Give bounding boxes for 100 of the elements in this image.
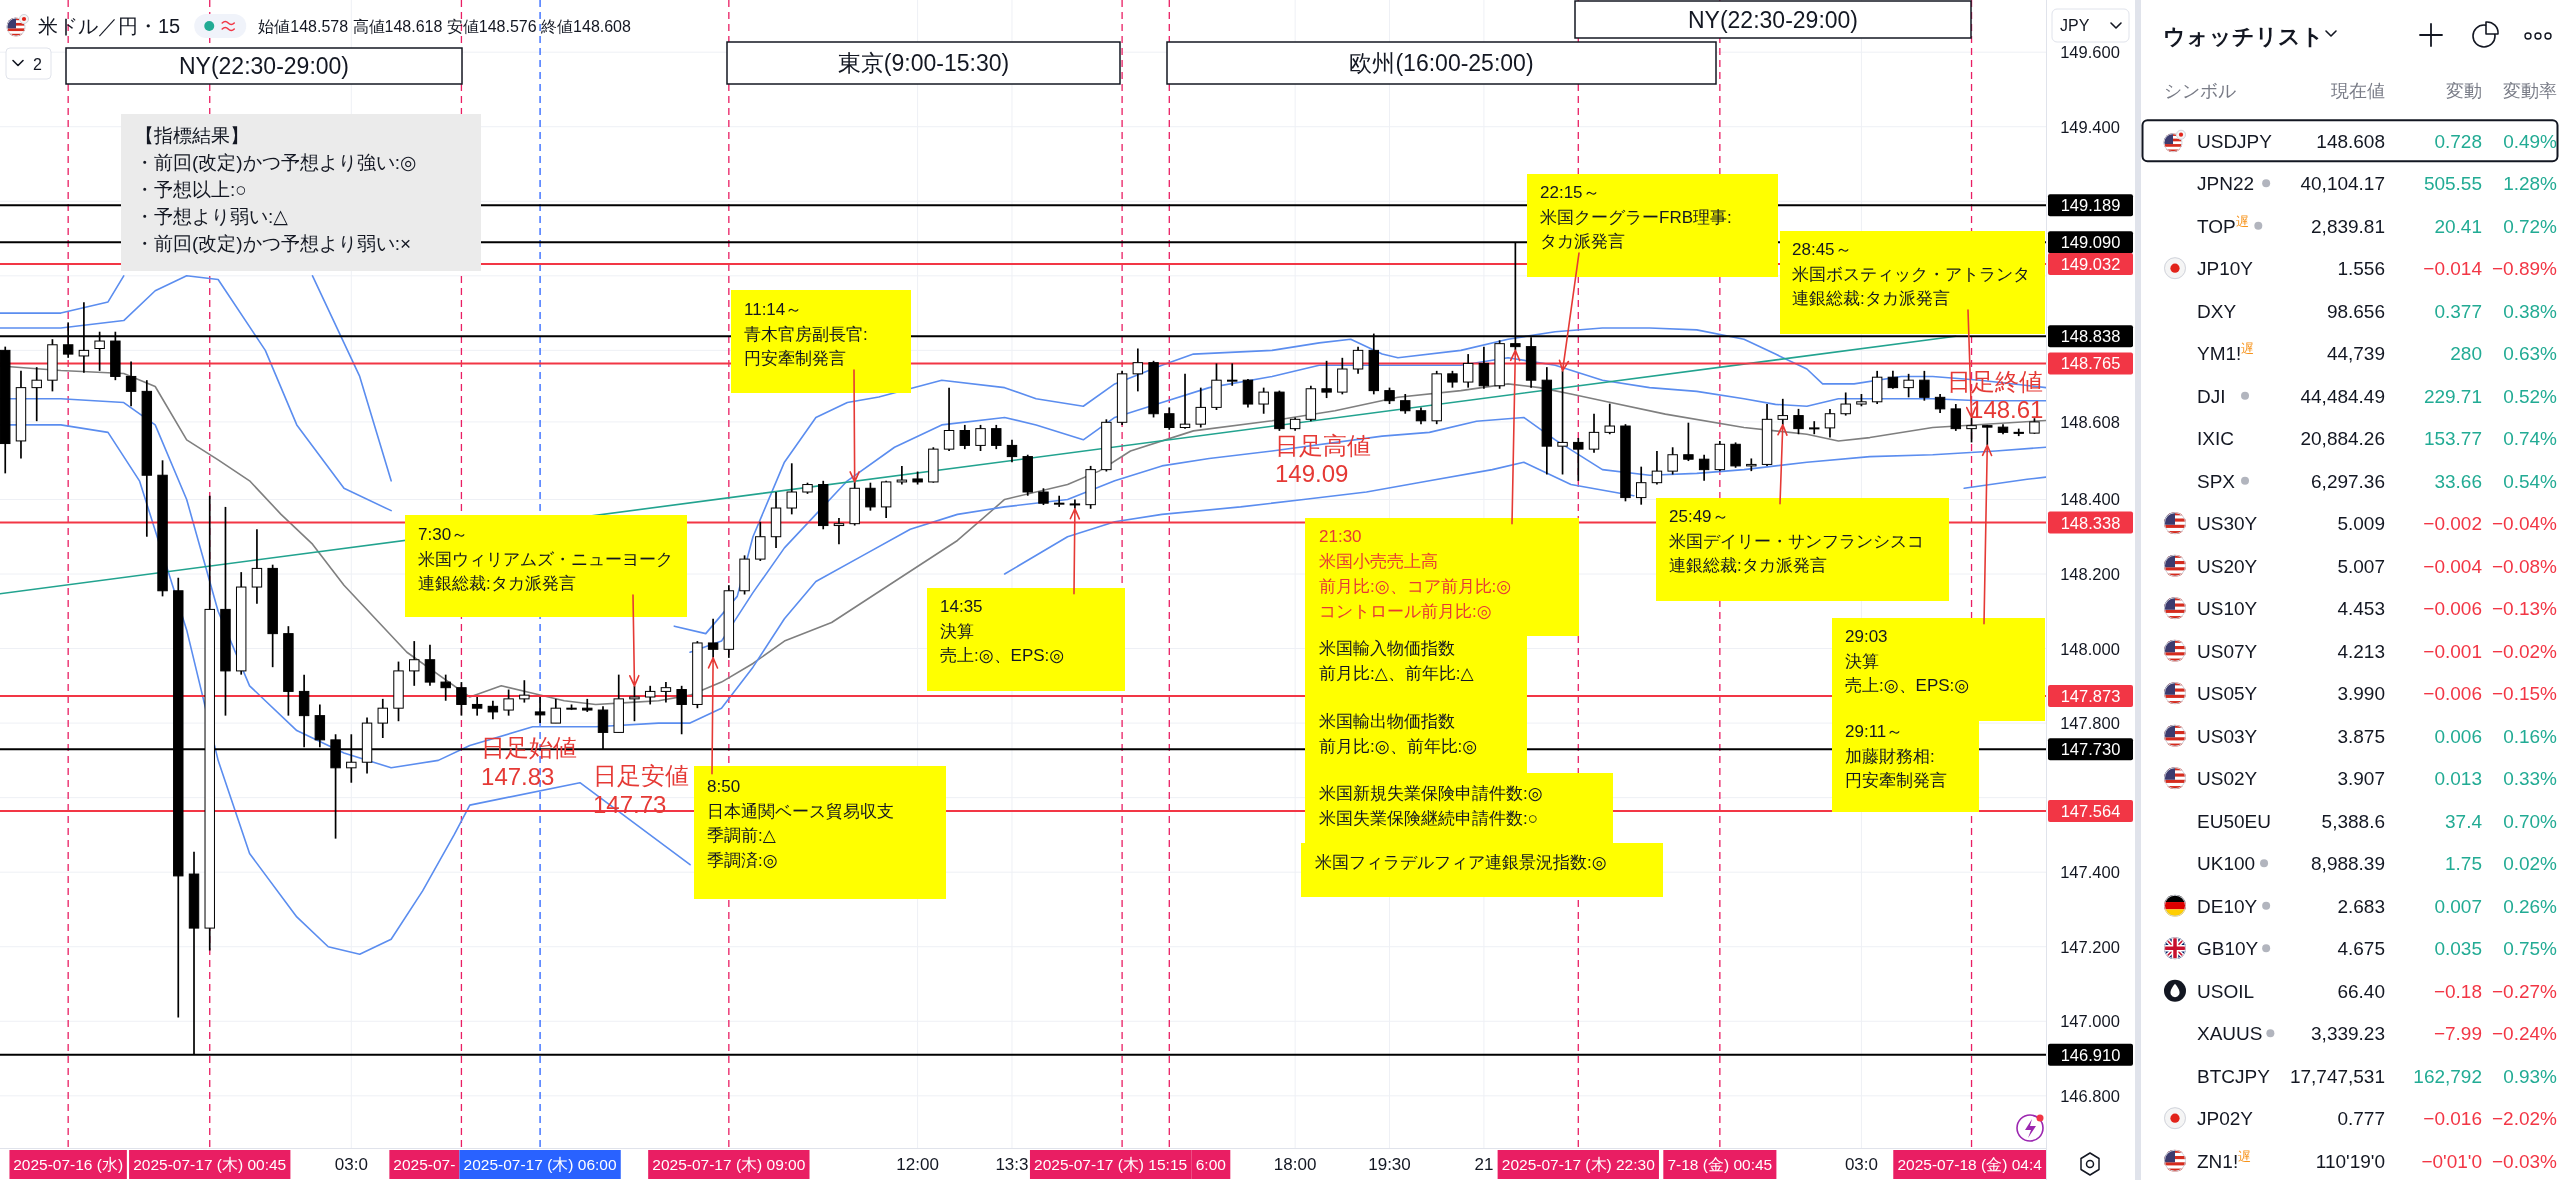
category-label: GB10Y (2197, 938, 2259, 960)
annotation: 7:30～米国ウィリアムズ・ニューヨーク連銀総裁:タカ派発言 (418, 525, 673, 593)
candlestick (440, 673, 451, 702)
data-label: 20,884.26 (2300, 428, 2385, 450)
ref-line-label: 149.189 (2060, 196, 2121, 215)
y-tick-label: 147.800 (2060, 714, 2120, 733)
data-label: 0.93% (2503, 1065, 2558, 1087)
data-label: −0'01'0 (2421, 1150, 2482, 1172)
ref-line-label: 2025-07- (393, 1156, 456, 1173)
annotation: 【指標結果】・前回(改定)かつ予想より強い:◎・予想以上:○・予想より弱い:△・前回(改定)かつ予想より弱い:× (135, 125, 417, 254)
candlestick (1950, 403, 1962, 432)
text: 現在値 (2331, 81, 2385, 101)
y-tick-label: 148.200 (2060, 565, 2120, 583)
ref-line-label: 148.338 (2060, 513, 2121, 532)
candlestick (1683, 421, 1694, 462)
candlestick (991, 424, 1002, 450)
candlestick (503, 688, 514, 717)
ref-line-label: 2025-07-17 (木) 15:15 (1034, 1156, 1188, 1173)
data-label: −0.02% (2492, 640, 2558, 662)
data-label: 98.656 (2326, 300, 2385, 322)
annotation: 29:03決算売上:◎、EPS:◎ (1845, 627, 1970, 695)
annotation: 29:11～加藤財務相:円安牽制発言 (1845, 722, 1947, 790)
data-label: 40,104.17 (2300, 173, 2385, 195)
category-label: XAUUS (2197, 1023, 2263, 1045)
candlestick (1337, 356, 1348, 396)
candlestick (1053, 494, 1065, 508)
data-label: 33.66 (2434, 470, 2482, 492)
text: 始値148.578 高値148.618 安値148.576 終値148.608 (258, 18, 632, 35)
candlestick (1934, 393, 1946, 414)
ref-line-label: 2025-07-16 (水) (13, 1156, 124, 1173)
data-label: −0.04% (2492, 513, 2558, 535)
category-label: UK100 (2197, 853, 2256, 875)
candlestick (1195, 386, 1206, 429)
x-tick-label: 12:00 (896, 1155, 939, 1174)
candlestick (1966, 416, 1977, 444)
candlestick (786, 462, 797, 516)
data-label: −0.15% (2492, 683, 2558, 705)
data-label: 0.72% (2503, 215, 2558, 237)
category-label: SPX (2197, 470, 2236, 492)
data-label: 3,339.23 (2311, 1023, 2385, 1045)
annotation: 米国輸入物価指数前月比:△、前年比:△ (1319, 639, 1475, 683)
category-label: USDJPY (2197, 130, 2273, 152)
candlestick (519, 679, 530, 704)
data-label: 66.40 (2337, 980, 2385, 1002)
text: 変動 (2446, 81, 2482, 101)
candlestick (660, 681, 672, 704)
candlestick (1179, 373, 1191, 430)
candlestick (1840, 391, 1851, 417)
ref-line-label: 2025-07-17 (木) 09:00 (652, 1156, 806, 1173)
ref-line-label: 2025-07-17 (木) 22:30 (1501, 1156, 1656, 1173)
category-label: US10Y (2197, 598, 2258, 620)
data-label: −0.89% (2492, 258, 2558, 280)
data-label: 8,988.39 (2311, 853, 2385, 875)
ref-line-label: 146.910 (2060, 1045, 2121, 1064)
y-tick-label: 147.000 (2060, 1012, 2120, 1031)
candlestick (1132, 347, 1144, 393)
data-label: 0.777 (2337, 1108, 2385, 1130)
category-label: US02Y (2197, 768, 2258, 790)
ref-line-label: 149.032 (2060, 254, 2121, 273)
candlestick (1478, 345, 1490, 390)
annotation: 25:49～米国デイリー・サンフランシスコ連銀総裁:タカ派発言 (1669, 507, 1924, 575)
data-label: 0.38% (2503, 300, 2558, 322)
data-label: 0.63% (2503, 343, 2558, 365)
data-label: 0.52% (2503, 385, 2558, 407)
candlestick (755, 520, 766, 562)
category-label: US07Y (2197, 640, 2258, 662)
data-label: 3.875 (2337, 725, 2385, 747)
data-label: 148.608 (2316, 130, 2385, 152)
data-label: 280 (2450, 343, 2482, 365)
data-label: 0.33% (2503, 768, 2558, 790)
ref-line-label: 149.090 (2060, 233, 2121, 252)
data-label: 0.16% (2503, 725, 2558, 747)
ref-line-label: 2025-07-17 (木) 00:45 (133, 1156, 287, 1173)
category-label: US30Y (2197, 513, 2258, 535)
category-label: JP02Y (2197, 1108, 2254, 1130)
ref-line-label: 147.730 (2060, 740, 2121, 759)
data-label: 37.4 (2445, 810, 2483, 832)
ref-line-label: 147.564 (2060, 802, 2121, 821)
data-label: 0.035 (2434, 938, 2482, 960)
category-label: DXY (2197, 300, 2237, 322)
candlestick (582, 698, 593, 713)
data-label: −0.27% (2492, 980, 2558, 1002)
candlestick (1006, 438, 1018, 464)
ref-line-label: 148.838 (2060, 327, 2121, 346)
candlestick (1588, 412, 1600, 454)
candlestick (1667, 446, 1678, 476)
candlestick (125, 360, 137, 408)
category-label: JP10Y (2197, 258, 2254, 280)
data-label: 4.213 (2337, 640, 2385, 662)
x-tick-label: 03:0 (1844, 1155, 1878, 1174)
y-tick-label: 147.200 (2060, 937, 2120, 956)
data-label: 2,839.81 (2311, 215, 2385, 237)
y-axis-title: JPY (2060, 17, 2090, 34)
candlestick (251, 528, 263, 605)
data-label: 5,388.6 (2321, 810, 2385, 832)
data-label: −0.004 (2423, 555, 2483, 577)
annotation: 欧州(16:00-25:00) (1349, 50, 1534, 76)
ref-line-label: 2025-07-17 (木) 06:00 (463, 1156, 617, 1173)
data-label: −0.08% (2492, 555, 2558, 577)
data-label: 505.55 (2423, 173, 2482, 195)
